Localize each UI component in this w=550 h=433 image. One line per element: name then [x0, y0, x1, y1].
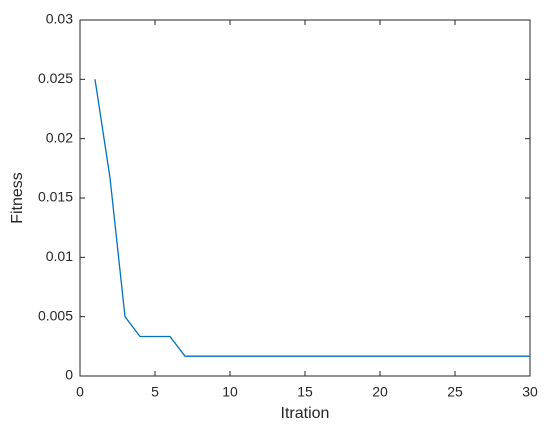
y-tick-label: 0.03	[46, 11, 73, 27]
x-tick-label: 10	[222, 384, 238, 400]
y-tick-label: 0.025	[38, 70, 73, 86]
plot-area	[79, 19, 531, 377]
x-tick-label: 20	[372, 384, 388, 400]
data-line	[94, 79, 530, 357]
x-tick-label: 0	[76, 384, 84, 400]
x-tick-label: 5	[151, 384, 159, 400]
y-axis-label: Fitness	[9, 172, 26, 224]
y-tick-label: 0.02	[46, 129, 73, 145]
y-tick-label: 0.005	[38, 307, 73, 323]
x-tick-label: 25	[447, 384, 463, 400]
x-tick-label: 30	[522, 384, 538, 400]
y-tick-label: 0	[65, 367, 73, 383]
y-tick-label: 0.015	[38, 189, 73, 205]
x-axis-label: Itration	[281, 405, 330, 422]
y-tick-label: 0.01	[46, 248, 73, 264]
x-tick-label: 15	[297, 384, 313, 400]
